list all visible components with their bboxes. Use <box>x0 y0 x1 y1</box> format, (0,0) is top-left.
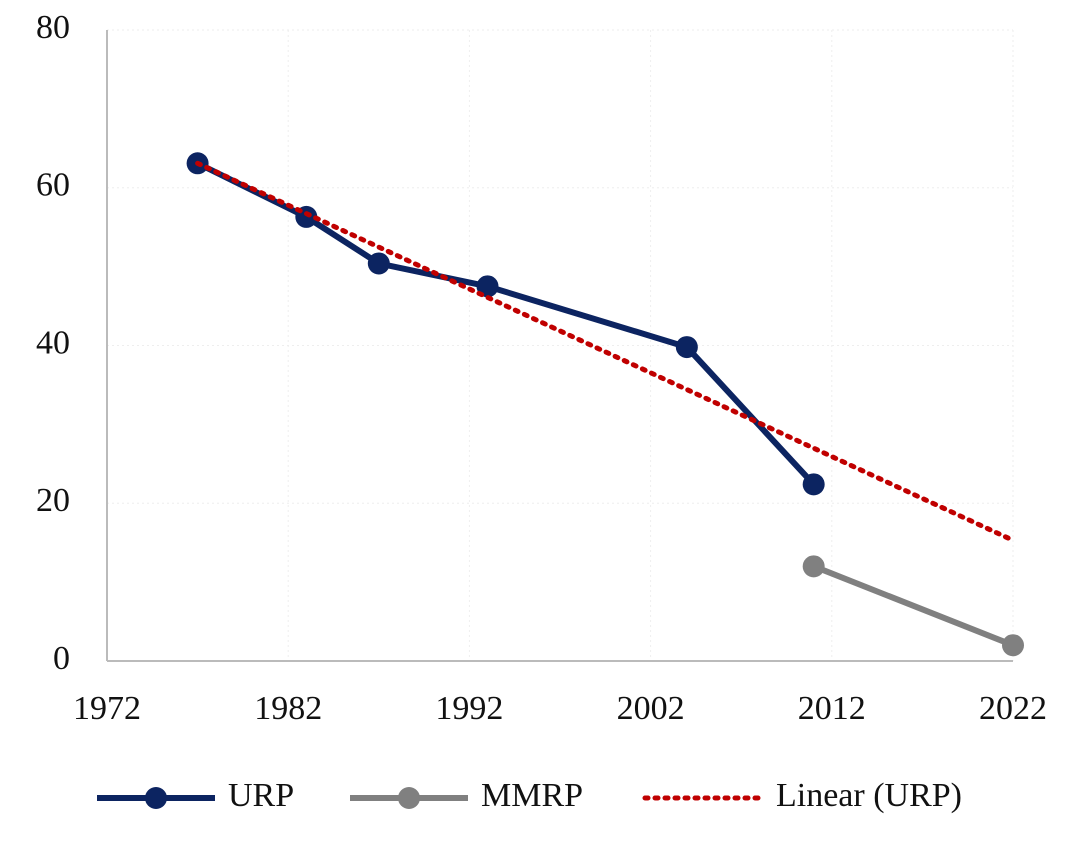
point <box>802 555 825 578</box>
point <box>367 252 390 275</box>
x-tick-label: 1992 <box>435 690 503 727</box>
legend-marker <box>145 787 167 809</box>
legend-marker <box>398 787 420 809</box>
y-tick-label: 60 <box>36 167 70 204</box>
x-tick-label: 2022 <box>979 690 1047 727</box>
x-tick-label: 2002 <box>617 690 685 727</box>
legend-label: MMRP <box>481 777 583 814</box>
series-line <box>812 563 1015 649</box>
y-tick-label: 80 <box>36 9 70 46</box>
y-tick-label: 0 <box>53 640 70 677</box>
x-tick-label: 2012 <box>798 690 866 727</box>
x-tick-label: 1972 <box>73 690 141 727</box>
point <box>476 275 499 298</box>
point <box>802 473 825 496</box>
point <box>1002 634 1024 657</box>
legend-label: URP <box>228 777 294 814</box>
point <box>675 336 698 359</box>
x-tick-label: 1982 <box>254 690 322 727</box>
legend-label: Linear (URP) <box>776 777 962 814</box>
series-line <box>195 160 1016 543</box>
y-tick-label: 20 <box>36 482 70 519</box>
series-line <box>196 160 816 487</box>
y-tick-label: 40 <box>36 324 70 361</box>
